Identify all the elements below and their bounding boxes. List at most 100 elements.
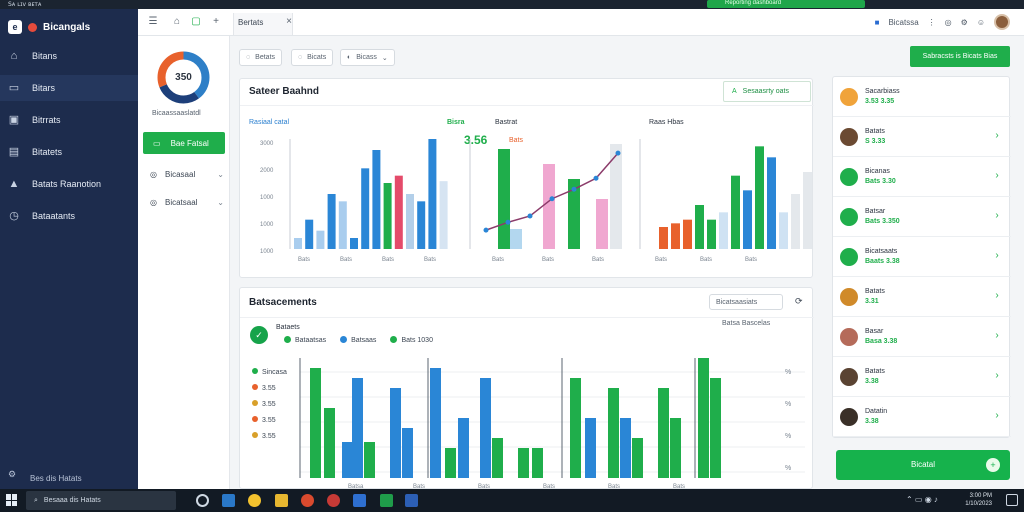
- app-icon-4[interactable]: [405, 494, 418, 507]
- contact-list-item[interactable]: Bicanas Bats 3.30 ›: [833, 157, 1011, 197]
- perf-bar: [364, 442, 375, 478]
- add-button[interactable]: Sabracsts is Bicats Bias: [910, 46, 1010, 67]
- list-item-text: Bicanas Bats 3.30: [865, 168, 896, 185]
- perf-bar: [310, 368, 321, 478]
- menu-icon[interactable]: ☰: [148, 16, 158, 27]
- chevron-right-icon[interactable]: ›: [995, 130, 999, 141]
- taskbar-search[interactable]: ⌕ Besaaa dis Hatats: [26, 491, 176, 510]
- start-button-icon[interactable]: [6, 494, 18, 506]
- chart1-xtick: Bats: [382, 257, 394, 263]
- avatar[interactable]: [994, 14, 1010, 30]
- bookmark-icon[interactable]: ■: [874, 17, 880, 27]
- settings-icon[interactable]: ⚙: [8, 469, 17, 479]
- list-item-name: Batats: [865, 288, 885, 295]
- nav-footer[interactable]: Bes dis Hatats: [30, 474, 82, 483]
- tab-active[interactable]: Bertats: [233, 13, 293, 35]
- contact-list-item[interactable]: Bicatsaats Baats 3.38 ›: [833, 237, 1011, 277]
- folder-icon[interactable]: [275, 494, 288, 507]
- contact-list-item[interactable]: Batsar Bats 3.350 ›: [833, 197, 1011, 237]
- performance-search[interactable]: Bicatsaasiats: [709, 294, 783, 310]
- plus-icon[interactable]: +: [213, 16, 219, 27]
- browser-icon[interactable]: [301, 494, 314, 507]
- list-item-name: Bicanas: [865, 168, 890, 175]
- contact-list-item[interactable]: Basar Basa 3.38 ›: [833, 317, 1011, 357]
- filter-2[interactable]: ◌ Bicats: [291, 49, 334, 66]
- header-right-label[interactable]: Bicatssa: [888, 17, 919, 27]
- chart3-xtick: Bats: [700, 257, 712, 263]
- app-icon-3[interactable]: [380, 494, 393, 507]
- panel-item-2[interactable]: ◎ Bicatsaal ⌄: [150, 194, 224, 210]
- reporting-button[interactable]: Reporting dashboard: [707, 0, 865, 8]
- taskview-icon[interactable]: [196, 494, 209, 507]
- close-icon[interactable]: ×: [286, 16, 292, 27]
- filter-1[interactable]: ◌ Betats: [239, 49, 283, 66]
- plus-icon: +: [986, 458, 1000, 472]
- perf-bar: [402, 428, 413, 478]
- chevron-right-icon[interactable]: ›: [995, 370, 999, 381]
- perf-row-icon: %: [785, 369, 791, 376]
- clock[interactable]: 3:00 PM 1/10/2023: [965, 492, 992, 508]
- filter-icon: ◌: [298, 54, 303, 61]
- primary-button[interactable]: ▭ Bae Fatsal: [143, 132, 225, 154]
- tray-icons[interactable]: ⌃ ▭ ◉ ♪: [906, 495, 938, 504]
- contact-list-item[interactable]: Sacarbiass 3.53 3.35: [833, 77, 1011, 117]
- chevron-right-icon[interactable]: ›: [995, 170, 999, 181]
- brand[interactable]: e Bicangals: [8, 17, 90, 37]
- chart1-bar: [428, 139, 437, 249]
- list-item-text: Datatin 3.38: [865, 408, 887, 425]
- perf-bar: [324, 408, 335, 478]
- chevron-right-icon[interactable]: ›: [995, 210, 999, 221]
- performance-chart-svg: Sincasa 3.55 3.55 3.55 3.55%%%% Batsa Bats Bats…: [252, 358, 805, 490]
- filter-label: Bicats: [307, 54, 327, 61]
- contact-list-item[interactable]: Batats 3.38 ›: [833, 357, 1011, 397]
- chart2-bar: [596, 199, 608, 249]
- perf-bar: [670, 418, 681, 478]
- chrome-icon[interactable]: [248, 494, 261, 507]
- chevron-right-icon[interactable]: ›: [995, 410, 999, 421]
- summary-action-button[interactable]: A Sesaasrty oats: [723, 81, 811, 102]
- chat-icon[interactable]: ▢: [191, 16, 201, 27]
- chart1-bar: [394, 175, 403, 249]
- bottom-button-label: Bicatal: [910, 460, 935, 469]
- panel-item-label: Bicatsaal: [164, 197, 198, 207]
- panel-item-1[interactable]: ◎ Bicasaal ⌄: [150, 166, 224, 182]
- brand-dot-icon: [28, 22, 37, 32]
- chevron-right-icon[interactable]: ›: [995, 290, 999, 301]
- refresh-icon[interactable]: ⟳: [795, 296, 803, 306]
- contact-list-item[interactable]: Batats 3.31 ›: [833, 277, 1011, 317]
- performance-dropdown[interactable]: Batsa Bascelas: [722, 320, 771, 327]
- contact-list-item[interactable]: Datatin 3.38 ›: [833, 397, 1011, 437]
- perf-bar: [352, 378, 363, 478]
- more-icon[interactable]: ⋮: [927, 17, 936, 27]
- sidebar-item-1[interactable]: ⌂ Bitans: [0, 43, 138, 69]
- chart3-xtick: Bats: [745, 257, 757, 263]
- sidebar-item-3[interactable]: ▣ Bitrrats: [0, 107, 138, 133]
- chart1-bar: [361, 168, 370, 249]
- notifications-icon[interactable]: ☺: [976, 17, 985, 27]
- chevron-right-icon[interactable]: ›: [995, 330, 999, 341]
- gear-icon[interactable]: ⚙: [960, 17, 968, 27]
- sidebar-item-label: Bitatets: [32, 147, 63, 157]
- sidebar-item-2[interactable]: ▭ Bitars: [0, 75, 138, 101]
- lock-icon[interactable]: ⌂: [173, 16, 181, 27]
- app-icon-1[interactable]: [222, 494, 235, 507]
- chart1-bar: [294, 238, 302, 249]
- sidebar-item-5[interactable]: ▲ Batats Raanotion: [0, 171, 138, 197]
- chart2-bar: [610, 144, 622, 249]
- list-item-text: Batats 3.38: [865, 368, 885, 385]
- bottom-primary-button[interactable]: Bicatal +: [836, 450, 1010, 480]
- perf-bar: [492, 438, 503, 478]
- list-item-name: Bicatsaats: [865, 248, 898, 255]
- chevron-right-icon[interactable]: ›: [995, 250, 999, 261]
- contact-list-item[interactable]: Batats S 3.33 ›: [833, 117, 1011, 157]
- notification-center-icon[interactable]: [1006, 494, 1018, 506]
- contact-list: Sacarbiass 3.53 3.35 Batats S 3.33 › Bicanas B…: [832, 76, 1011, 438]
- sidebar-item-4[interactable]: ▤ Bitatets: [0, 139, 138, 165]
- app-icon-2[interactable]: [327, 494, 340, 507]
- perf-bar: [430, 368, 441, 478]
- chart1-ytick: 1000: [260, 195, 274, 201]
- help-icon[interactable]: ◎: [944, 17, 952, 27]
- sidebar-item-6[interactable]: ◷ Bataatants: [0, 203, 138, 229]
- filter-dropdown[interactable]: ◐ Bicass ⌄: [340, 49, 395, 66]
- mail-icon[interactable]: [353, 494, 366, 507]
